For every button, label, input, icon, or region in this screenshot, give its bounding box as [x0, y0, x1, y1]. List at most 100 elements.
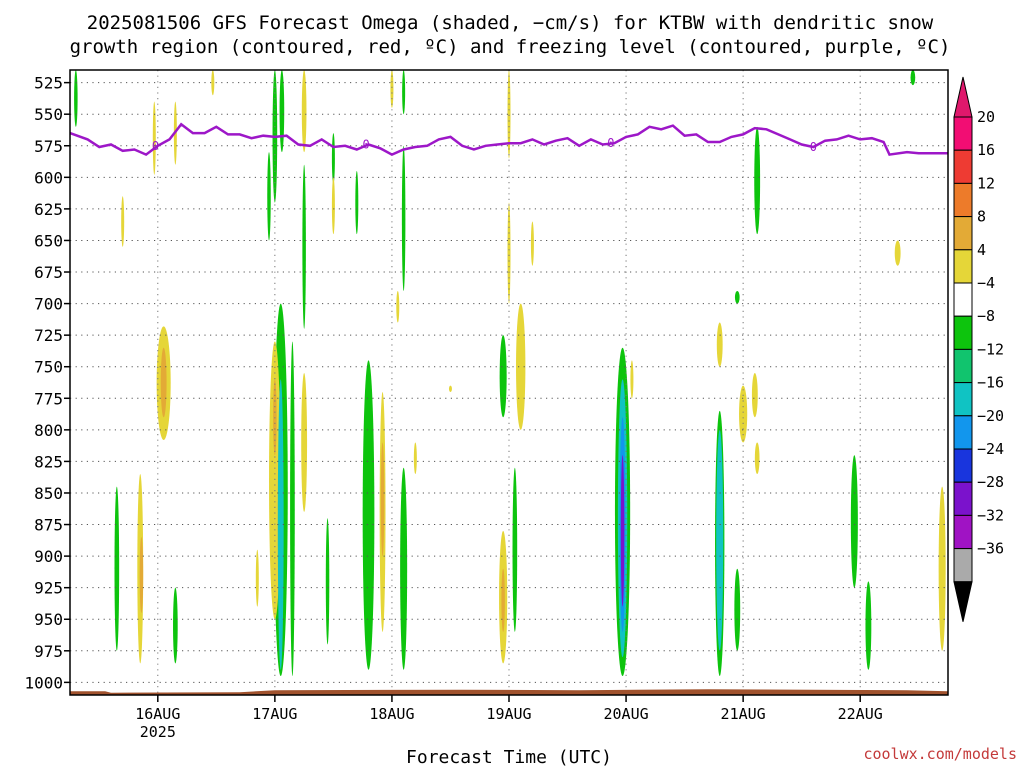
x-tick-label-0: 16AUG [135, 705, 180, 723]
colorbar-label-12: −32 [977, 506, 1004, 524]
omega-region-61 [894, 240, 901, 266]
colorbar-label-13: −36 [977, 540, 1004, 558]
y-tick-label-750: 750 [34, 358, 63, 377]
freezing-level-label: 0 [363, 137, 370, 151]
omega-region-57 [754, 442, 760, 475]
x-tick-label-1: 17AUG [252, 705, 297, 723]
omega-region-14 [267, 152, 271, 241]
omega-region-18 [355, 171, 359, 235]
omega-region-9 [173, 587, 178, 664]
omega-region-59 [850, 455, 858, 588]
omega-region-5 [160, 347, 167, 418]
y-tick-label-800: 800 [34, 421, 63, 440]
colorbar: 20 16 12 8 4 −4 −8 −12 −16 −20 −24 −28 −32 −36 [953, 76, 1004, 622]
freezing-level-line [69, 122, 948, 157]
colorbar-label-8: −16 [977, 374, 1004, 392]
y-tick-label-675: 675 [34, 263, 63, 282]
omega-region-28 [401, 145, 406, 291]
colorbar-swatch-9 [953, 415, 973, 450]
colorbar-swatch-11 [953, 481, 973, 516]
colorbar-label-5: −4 [977, 274, 995, 292]
y-tick-label-700: 700 [34, 295, 63, 314]
omega-region-0 [74, 70, 78, 127]
colorbar-swatch-4 [953, 249, 973, 284]
freezing-level-label: 0 [152, 139, 159, 153]
colorbar-label-9: −20 [977, 407, 1004, 425]
colorbar-swatch-8 [953, 382, 973, 417]
y-tick-label-775: 775 [34, 389, 63, 408]
y-tick-label-525: 525 [34, 74, 63, 93]
chart-title-line-1: 2025081506 GFS Forecast Omega (shaded, −… [87, 12, 934, 34]
freezing-level-label: 0 [810, 140, 817, 154]
colorbar-swatch-12 [953, 514, 973, 550]
omega-region-12 [279, 70, 285, 153]
colorbar-swatch-7 [953, 348, 973, 384]
colorbar-swatch-10 [953, 448, 973, 483]
y-tick-label-625: 625 [34, 200, 63, 219]
y-tick-label-900: 900 [34, 547, 63, 566]
omega-region-56 [751, 373, 758, 418]
y-tick-label-850: 850 [34, 484, 63, 503]
colorbar-swatch-6 [953, 315, 973, 350]
omega-region-20 [269, 341, 281, 620]
y-tick-label-875: 875 [34, 516, 63, 535]
colorbar-label-2: 12 [977, 174, 995, 192]
omega-region-2 [152, 101, 156, 175]
omega-region-35 [413, 442, 417, 475]
omega-region-44 [512, 467, 518, 632]
omega-region-25 [290, 341, 295, 677]
omega-region-36 [448, 385, 452, 392]
omega-region-53 [716, 429, 724, 651]
x-tick-year-label: 2025 [140, 723, 176, 741]
omega-region-16 [331, 133, 335, 184]
credit-text: coolwx.com/models [863, 745, 1017, 763]
colorbar-label-0: 20 [977, 108, 995, 126]
y-tick-label-575: 575 [34, 137, 63, 156]
y-axis-ticks: 525 550 575 600 625 650 675 700 725 750 775 800 825 8… [24, 74, 70, 692]
omega-region-33 [380, 442, 385, 557]
x-tick-label-6: 22AUG [838, 705, 883, 723]
colorbar-label-11: −28 [977, 473, 1004, 491]
omega-region-10 [211, 70, 215, 96]
y-tick-label-925: 925 [34, 579, 63, 598]
freezing-level-label: 0 [607, 136, 614, 150]
omega-region-34 [400, 467, 408, 670]
omega-region-17 [331, 177, 335, 235]
omega-region-29 [402, 70, 406, 115]
colorbar-bottom-arrow [953, 581, 973, 622]
omega-region-21 [277, 379, 284, 670]
x-tick-label-2: 18AUG [369, 705, 414, 723]
omega-region-49 [630, 360, 634, 399]
colorbar-swatch-0 [953, 116, 973, 151]
omega-region-38 [507, 202, 511, 304]
colorbar-label-3: 8 [977, 208, 986, 226]
y-tick-label-1000: 1000 [24, 673, 63, 692]
omega-region-60 [865, 581, 872, 670]
colorbar-swatch-2 [953, 182, 973, 218]
y-tick-label-725: 725 [34, 326, 63, 345]
omega-region-54 [734, 568, 741, 651]
omega-region-55 [739, 385, 748, 443]
freezing-level-labels: 0 0 0 0 [152, 136, 817, 154]
omega-region-58 [754, 126, 761, 235]
colorbar-top-arrow [953, 76, 973, 118]
y-tick-label-950: 950 [34, 610, 63, 629]
omega-region-3 [121, 196, 125, 247]
colorbar-swatch-1 [953, 149, 973, 184]
colorbar-swatch-13 [953, 548, 973, 583]
x-axis-title: Forecast Time (UTC) [406, 747, 612, 768]
omega-region-51 [734, 290, 740, 304]
omega-region-8 [114, 486, 120, 651]
omega-region-43 [501, 568, 505, 632]
y-tick-label-975: 975 [34, 642, 63, 661]
omega-region-26 [325, 518, 330, 645]
y-tick-label-825: 825 [34, 452, 63, 471]
grid-lines [70, 70, 948, 695]
colorbar-swatch-5 [953, 282, 973, 317]
omega-region-41 [499, 335, 507, 418]
omega-region-50 [716, 322, 723, 367]
y-tick-label-650: 650 [34, 231, 63, 250]
y-tick-label-550: 550 [34, 105, 63, 124]
